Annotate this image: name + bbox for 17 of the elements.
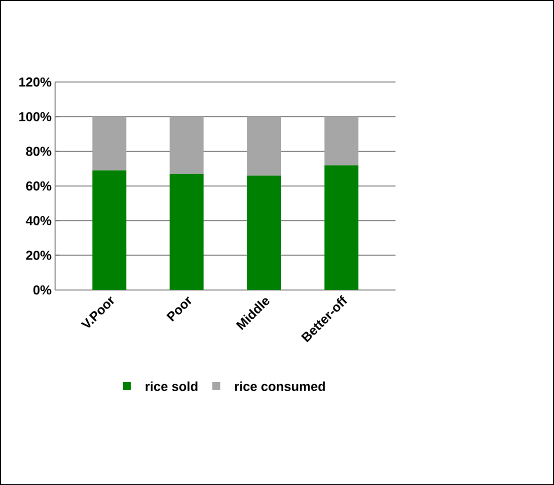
legend-label: rice consumed — [235, 381, 325, 391]
bar — [324, 165, 358, 290]
bar — [170, 116, 204, 174]
bar — [247, 116, 281, 176]
legend-label: rice sold — [146, 381, 198, 391]
y-tick-label: 120% — [19, 77, 52, 87]
bar — [324, 116, 358, 166]
y-tick-label: 0% — [33, 285, 52, 295]
y-tick-label: 40% — [26, 216, 52, 226]
y-tick-label: 20% — [26, 250, 52, 260]
bar — [247, 176, 281, 290]
bar — [92, 116, 126, 170]
bar — [170, 174, 204, 290]
y-tick-label: 100% — [19, 112, 52, 122]
y-tick-label: 60% — [26, 181, 52, 191]
y-tick-label: 80% — [26, 146, 52, 156]
bar — [92, 170, 126, 290]
